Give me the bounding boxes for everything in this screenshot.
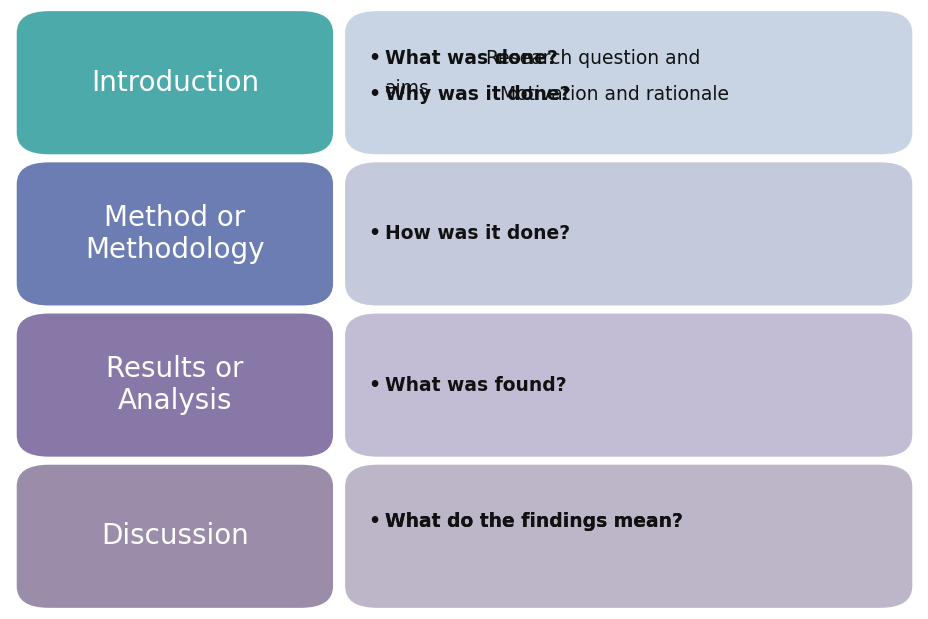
Text: Motivation and rationale: Motivation and rationale xyxy=(493,85,728,104)
FancyBboxPatch shape xyxy=(345,11,911,154)
Text: •: • xyxy=(367,85,380,104)
Text: What do the findings mean?: What do the findings mean? xyxy=(385,512,682,531)
Text: •: • xyxy=(367,376,380,394)
FancyBboxPatch shape xyxy=(345,162,911,305)
Text: •: • xyxy=(367,49,380,68)
Text: •: • xyxy=(367,225,380,243)
FancyBboxPatch shape xyxy=(17,162,332,305)
FancyBboxPatch shape xyxy=(17,313,332,457)
Text: •: • xyxy=(367,512,380,531)
Text: Method or
Methodology: Method or Methodology xyxy=(85,204,264,264)
Text: What do the findings mean?: What do the findings mean? xyxy=(385,512,682,531)
FancyBboxPatch shape xyxy=(17,465,332,608)
FancyBboxPatch shape xyxy=(17,11,332,154)
Text: Discussion: Discussion xyxy=(101,522,249,550)
Text: Why was it done?: Why was it done? xyxy=(385,85,570,104)
Text: What was found?: What was found? xyxy=(385,376,566,394)
FancyBboxPatch shape xyxy=(345,313,911,457)
Text: What was done?: What was done? xyxy=(385,49,558,68)
Text: aims: aims xyxy=(385,79,430,98)
FancyBboxPatch shape xyxy=(345,465,911,608)
Text: Introduction: Introduction xyxy=(91,69,259,97)
Text: Results or
Analysis: Results or Analysis xyxy=(106,355,243,415)
Text: Research question and: Research question and xyxy=(480,49,700,68)
Text: How was it done?: How was it done? xyxy=(385,225,570,243)
